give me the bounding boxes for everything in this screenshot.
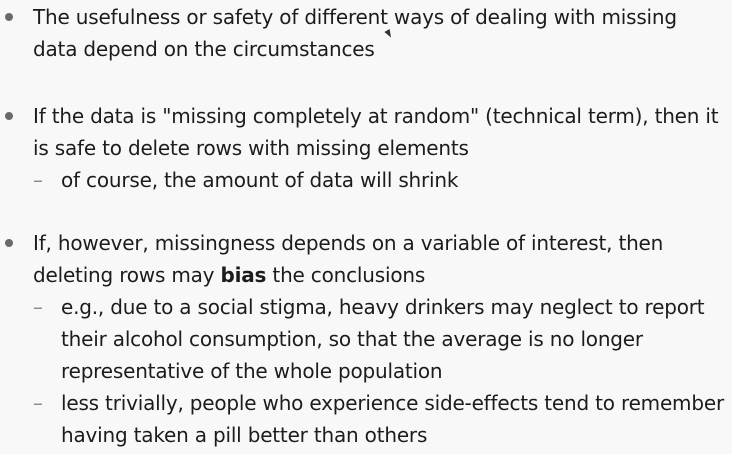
dash-icon: – xyxy=(33,391,43,415)
bullet-missingness-bias: If, however, missingness depends on a va… xyxy=(5,227,724,451)
bullet-dot-icon xyxy=(5,239,13,247)
dash-icon: – xyxy=(33,168,43,192)
bullet-text-after: the conclusions xyxy=(266,263,426,287)
bullet-dot-icon xyxy=(5,112,13,120)
bullet-text-before: If, however, missingness depends on a va… xyxy=(33,231,664,287)
sub-bullet-data-shrink: – of course, the amount of data will shr… xyxy=(33,164,724,196)
sub-bullet-text: less trivially, people who experience si… xyxy=(61,391,724,447)
sub-bullet-heavy-drinkers: – e.g., due to a social stigma, heavy dr… xyxy=(33,291,724,387)
sub-bullet-side-effects: – less trivially, people who experience … xyxy=(33,387,724,451)
bullet-circumstances: The usefulness or safety of different wa… xyxy=(5,1,724,65)
dash-icon: – xyxy=(33,295,43,319)
sub-bullet-text: of course, the amount of data will shrin… xyxy=(61,168,459,192)
bullet-text-bold: bias xyxy=(220,263,267,287)
bullet-dot-icon xyxy=(5,13,13,21)
bullet-text: The usefulness or safety of different wa… xyxy=(33,5,677,61)
bullet-text: If the data is "missing completely at ra… xyxy=(33,104,719,160)
sub-bullet-text: e.g., due to a social stigma, heavy drin… xyxy=(61,295,705,383)
bullet-missing-completely-at-random: If the data is "missing completely at ra… xyxy=(5,100,724,196)
